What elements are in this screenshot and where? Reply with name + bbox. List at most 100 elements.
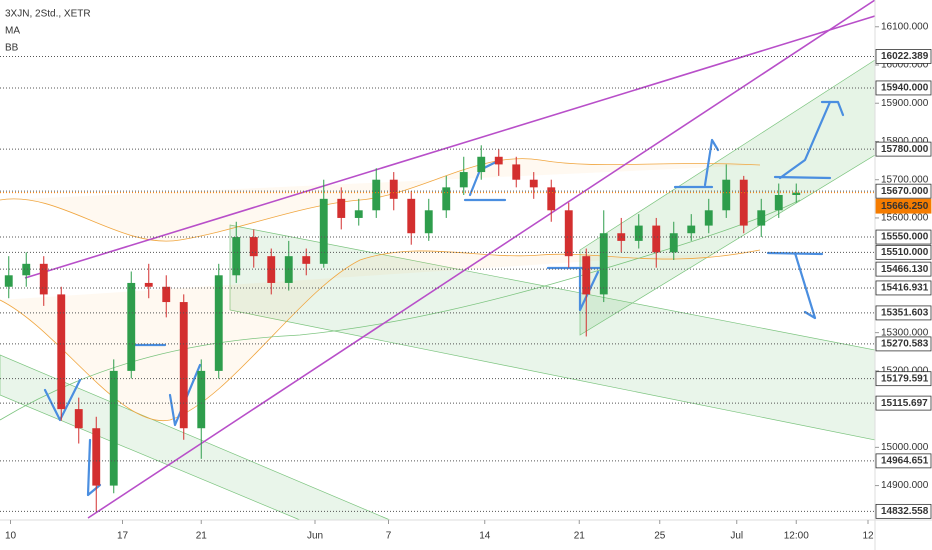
level-label-box bbox=[875, 198, 932, 214]
arrow bbox=[703, 138, 720, 187]
y-tick-label: 15000.000 bbox=[881, 442, 929, 453]
level-label: 15510.000 bbox=[881, 247, 929, 258]
candle-body bbox=[249, 237, 258, 257]
level-label-box bbox=[875, 244, 932, 260]
candle-body bbox=[634, 225, 643, 241]
trend-line bbox=[87, 0, 876, 519]
y-tick-label: 15800.000 bbox=[881, 136, 929, 147]
level-label-box bbox=[875, 49, 932, 64]
x-tick-label: 12:00 bbox=[784, 531, 809, 542]
candle-body bbox=[197, 370, 206, 429]
candle-body bbox=[162, 286, 171, 303]
level-label: 15670.000 bbox=[881, 186, 929, 197]
x-tick-label: 12 bbox=[862, 531, 874, 542]
level-label-box bbox=[875, 395, 932, 411]
arrow bbox=[773, 175, 832, 180]
candle-body bbox=[179, 302, 188, 429]
candle-body bbox=[564, 210, 573, 257]
arrow bbox=[778, 100, 832, 180]
level-label-box bbox=[875, 305, 932, 321]
candle-body bbox=[442, 187, 451, 211]
candle-body bbox=[704, 210, 713, 226]
legend-line: MA bbox=[5, 26, 20, 37]
candle-body bbox=[319, 198, 328, 264]
candle-body bbox=[494, 156, 503, 165]
level-label: 14832.558 bbox=[881, 506, 929, 517]
x-tick-label: 17 bbox=[117, 531, 129, 542]
candle-body bbox=[582, 256, 591, 295]
y-tick-label: 16000.000 bbox=[881, 60, 929, 71]
level-label: 15780.000 bbox=[881, 144, 929, 155]
arrow bbox=[766, 251, 824, 256]
level-label: 15179.591 bbox=[881, 373, 929, 384]
x-tick-label: Jul bbox=[730, 531, 743, 542]
candle-body bbox=[92, 428, 101, 486]
candle-body bbox=[547, 187, 556, 211]
y-tick-label: 15700.000 bbox=[881, 174, 929, 185]
plot bbox=[0, 55, 875, 512]
arrow bbox=[168, 363, 202, 427]
candle-body bbox=[407, 198, 416, 234]
candle-body bbox=[774, 195, 783, 211]
level-label-box bbox=[875, 453, 932, 469]
level-label-box bbox=[875, 141, 932, 157]
candle-body bbox=[214, 275, 223, 371]
level-label: 15115.697 bbox=[881, 398, 928, 409]
candle-body bbox=[792, 192, 801, 195]
candle-body bbox=[669, 233, 678, 253]
x-tick-label: 10 bbox=[5, 531, 17, 542]
y-tick-label: 15200.000 bbox=[881, 366, 929, 377]
y-tick-label: 16100.000 bbox=[881, 21, 929, 32]
candle-body bbox=[127, 282, 136, 371]
candle-body bbox=[529, 179, 538, 188]
level-label-box bbox=[875, 80, 932, 96]
y-tick-label: 15600.000 bbox=[881, 213, 929, 224]
x-tick-label: 21 bbox=[574, 531, 586, 542]
candle-body bbox=[144, 282, 153, 287]
arrow bbox=[578, 268, 600, 312]
arrow bbox=[43, 378, 82, 422]
level-label-box bbox=[875, 280, 932, 296]
candle-body bbox=[477, 156, 486, 173]
candle-body bbox=[22, 263, 31, 276]
candle-body bbox=[599, 233, 608, 295]
candle-body bbox=[354, 210, 363, 218]
level-label: 15940.000 bbox=[881, 83, 929, 94]
candle-body bbox=[74, 409, 83, 429]
x-tick-label: 25 bbox=[654, 531, 666, 542]
level-label-box bbox=[875, 336, 932, 352]
candle-body bbox=[4, 275, 13, 287]
drawings bbox=[0, 0, 876, 521]
x-tick-label: 14 bbox=[479, 531, 491, 542]
legend-line: 3XJN, 2Std., XETR bbox=[5, 9, 91, 20]
candle-body bbox=[739, 179, 748, 226]
candle-body bbox=[459, 172, 468, 188]
candle-body bbox=[512, 164, 521, 180]
arrow bbox=[820, 100, 845, 117]
candle-body bbox=[424, 210, 433, 234]
bollinger-band bbox=[0, 158, 761, 422]
level-label: 14964.651 bbox=[881, 456, 929, 467]
y-tick-label: 15900.000 bbox=[881, 98, 929, 109]
candle-body bbox=[687, 225, 696, 234]
candle-body bbox=[57, 294, 66, 410]
candle-body bbox=[337, 198, 346, 218]
y-tick-label: 15300.000 bbox=[881, 327, 929, 338]
candle-body bbox=[389, 179, 398, 199]
x-tick-label: Jun bbox=[307, 531, 323, 542]
level-label-box bbox=[875, 371, 932, 387]
y-tick-label: 14900.000 bbox=[881, 480, 929, 491]
x-tick-label: 21 bbox=[196, 531, 208, 542]
moving-average bbox=[0, 199, 801, 421]
candle-body bbox=[757, 210, 766, 226]
level-label: 15416.931 bbox=[881, 283, 929, 294]
level-label-box bbox=[875, 261, 932, 277]
level-label: 15666.250 bbox=[881, 201, 929, 212]
candle-body bbox=[109, 370, 118, 486]
candle-body bbox=[232, 237, 241, 276]
level-label: 15351.603 bbox=[881, 308, 929, 319]
candle-body bbox=[39, 263, 48, 295]
level-label-box bbox=[875, 229, 932, 245]
level-label: 16022.389 bbox=[881, 51, 929, 62]
x-tick-label: 7 bbox=[386, 531, 392, 542]
